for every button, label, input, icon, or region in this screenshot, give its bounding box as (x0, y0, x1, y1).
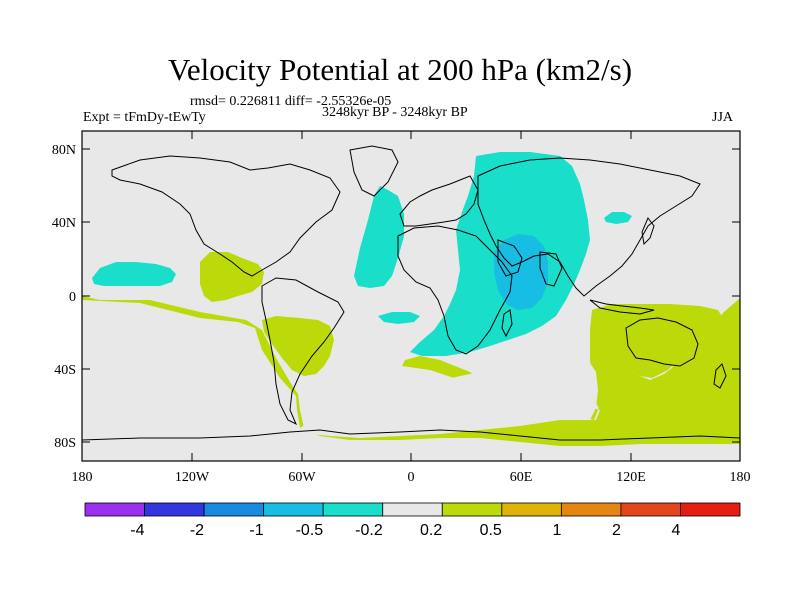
coastline-greenland (349, 145, 399, 197)
colorbar-label: -0.5 (296, 522, 324, 539)
colorbar-swatch (84, 502, 145, 517)
colorbar-swatch (322, 502, 384, 517)
period-label: 3248kyr BP - 3248kyr BP (322, 105, 468, 120)
coastline-antarctica (81, 429, 741, 441)
colorbar-label: -2 (190, 522, 204, 539)
colorbar-label: -1 (249, 522, 263, 539)
contour-neutral-region (300, 360, 598, 438)
coastline-arabia (497, 239, 523, 277)
contour-negative-strong-region (494, 234, 548, 310)
contour-negative-region (92, 262, 176, 286)
colorbar-label: 1 (552, 522, 561, 539)
stats-text: rmsd= 0.226811 diff= -2.55326e-05 (190, 94, 392, 109)
colorbar-swatch (382, 502, 443, 517)
colorbar-swatch (203, 502, 265, 517)
colorbar-label: 0.2 (420, 522, 442, 539)
coastline-europe (399, 175, 479, 227)
contour-positive-region (200, 252, 264, 302)
coastline-asia (477, 157, 701, 297)
colorbar-label: 2 (612, 522, 621, 539)
colorbar-swatch (560, 502, 622, 517)
coastline-north-america (111, 155, 341, 277)
lat-tick-label: 0 (69, 290, 76, 305)
coastline-new-zealand (713, 363, 727, 389)
colorbar-label: 0.5 (480, 522, 502, 539)
lon-tick-label: 0 (408, 470, 415, 485)
contour-negative-region (604, 212, 632, 224)
experiment-label: Expt = tFmDy-tEwTy (83, 110, 206, 125)
coastline-indonesia (589, 299, 655, 315)
season-label: JJA (712, 110, 734, 125)
lat-tick-label: 80S (54, 436, 76, 451)
lon-tick-label: 120W (175, 470, 210, 485)
contour-negative-region (354, 186, 404, 288)
lon-tick-label: 180 (72, 470, 93, 485)
colorbar: -4 -2 -1 -0.5 -0.2 0.2 0.5 1 2 4 (84, 502, 741, 539)
chart-title: Velocity Potential at 200 hPa (km2/s) (167, 52, 633, 87)
colorbar-swatch (680, 502, 741, 517)
lon-tick-label: 120E (616, 470, 646, 485)
lon-tick-label: 60W (288, 470, 316, 485)
contour-positive-region (262, 316, 334, 376)
colorbar-swatch (263, 502, 324, 517)
colorbar-label: -4 (130, 522, 144, 539)
contour-neutral-region (112, 328, 176, 364)
coastline-india (539, 251, 563, 287)
lat-tick-label: 80N (52, 143, 76, 158)
colorbar-label: -0.2 (355, 522, 383, 539)
colorbar-swatch (620, 502, 681, 517)
lon-tick-label: 60E (510, 470, 533, 485)
coastline-australia (625, 317, 699, 367)
coastline-south-america (261, 277, 345, 426)
lat-tick-label: 40S (54, 363, 76, 378)
colorbar-swatch (441, 502, 503, 517)
coastline-madagascar (501, 309, 513, 338)
lat-tick-label: 40N (52, 216, 76, 231)
lon-tick-label: 180 (730, 470, 751, 485)
colorbar-swatch (144, 502, 205, 517)
coastline-africa (397, 225, 513, 355)
colorbar-label: 4 (672, 522, 681, 539)
coastline-japan (641, 217, 655, 246)
contour-positive-region (590, 304, 724, 410)
contour-negative-region (378, 312, 420, 324)
colorbar-swatch (501, 502, 562, 517)
